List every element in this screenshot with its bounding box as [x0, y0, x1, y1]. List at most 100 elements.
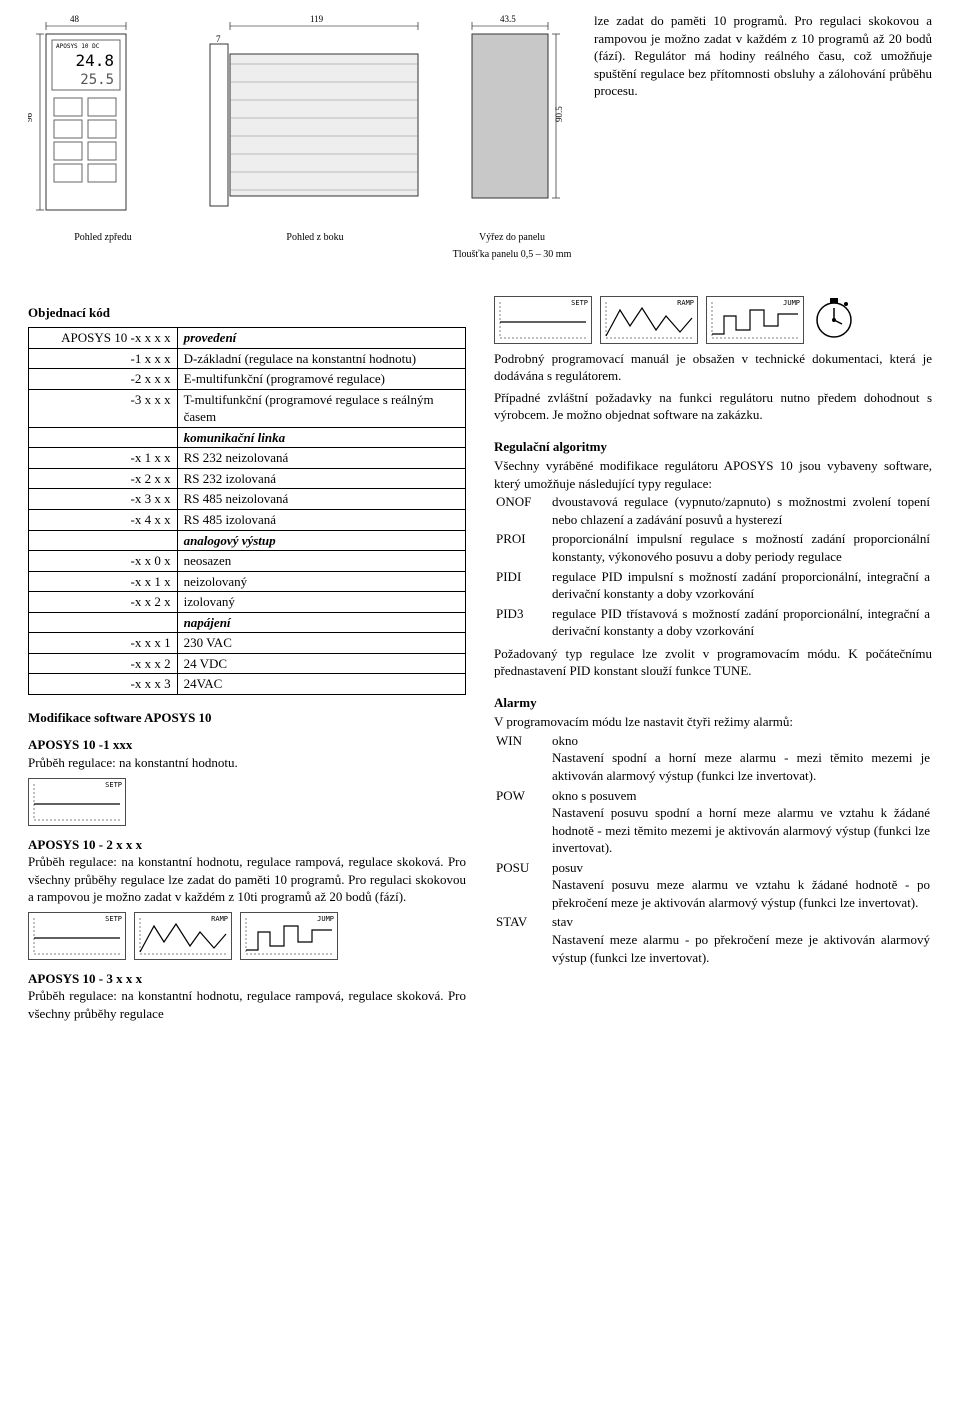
order-code-cell: -x x x 1: [29, 633, 178, 654]
order-desc-cell: D-základní (regulace na konstantní hodno…: [177, 348, 465, 369]
order-code-cell: [29, 427, 178, 448]
cut-view-svg: 43.5 90.5: [452, 12, 572, 222]
order-code-cell: -x x 0 x: [29, 551, 178, 572]
order-row: -2 x x xE-multifunkční (programové regul…: [29, 369, 466, 390]
alarm-table: WINoknoNastavení spodní a horní meze ala…: [494, 731, 932, 967]
reg-code: PIDI: [494, 567, 550, 604]
order-desc-cell: 24VAC: [177, 674, 465, 695]
order-desc-cell: RS 485 izolovaná: [177, 510, 465, 531]
order-desc-cell: napájení: [177, 612, 465, 633]
dim-height: 96: [28, 113, 34, 123]
order-row: -1 x x xD-základní (regulace na konstant…: [29, 348, 466, 369]
aposys-10-2-title: APOSYS 10 - 2 x x x: [28, 836, 466, 854]
order-row: -x 1 x xRS 232 neizolovaná: [29, 448, 466, 469]
svg-text:JUMP: JUMP: [783, 299, 800, 307]
order-row: -x 2 x xRS 232 izolovaná: [29, 468, 466, 489]
reg-alg-intro: Všechny vyráběné modifikace regulátoru A…: [494, 457, 932, 492]
alarm-row: STAVstavNastavení meze alarmu - po překr…: [494, 912, 932, 967]
order-desc-cell: RS 232 izolovaná: [177, 468, 465, 489]
wave-setp-top: SETP: [494, 296, 592, 344]
display-bottom: 25.5: [80, 72, 114, 88]
order-code-cell: -x x x 2: [29, 653, 178, 674]
reg-code: PROI: [494, 529, 550, 566]
order-code-cell: [29, 530, 178, 551]
order-row: APOSYS 10 -x x x xprovedení: [29, 328, 466, 349]
order-code-table: APOSYS 10 -x x x xprovedení-1 x x xD-zák…: [28, 327, 466, 695]
wave-setp-2: SETP: [28, 912, 126, 960]
order-row: -x x 2 xizolovaný: [29, 592, 466, 613]
order-code-cell: -x 4 x x: [29, 510, 178, 531]
order-row: -x x x 324VAC: [29, 674, 466, 695]
alarm-row: POWokno s posuvemNastavení posuvu spodní…: [494, 786, 932, 858]
aposys-10-2-text: Průběh regulace: na konstantní hodnotu, …: [28, 853, 466, 906]
dim-cut-w: 43.5: [500, 14, 516, 24]
alarm-desc: oknoNastavení spodní a horní meze alarmu…: [550, 731, 932, 786]
order-row: -x x x 224 VDC: [29, 653, 466, 674]
order-desc-cell: T-multifunkční (programové regulace s re…: [177, 389, 465, 427]
right-column: SETP RAMP JUMP Podrobný programovací man…: [494, 290, 932, 1023]
order-desc-cell: E-multifunkční (programové regulace): [177, 369, 465, 390]
order-row: napájení: [29, 612, 466, 633]
alarm-row: WINoknoNastavení spodní a horní meze ala…: [494, 731, 932, 786]
diagram-row: 48 96 APOSYS 10 DC 24.8 25.5 Pohled zpře…: [28, 12, 932, 262]
order-code-cell: -x x x 3: [29, 674, 178, 695]
display-top: 24.8: [75, 51, 114, 70]
order-row: analogový výstup: [29, 530, 466, 551]
alarm-row: POSUposuvNastavení posuvu meze alarmu ve…: [494, 858, 932, 913]
order-desc-cell: provedení: [177, 328, 465, 349]
wave-jump-1: JUMP: [240, 912, 338, 960]
dim-cut-h: 90.5: [554, 106, 564, 122]
order-desc-cell: analogový výstup: [177, 530, 465, 551]
alarm-code: WIN: [494, 731, 550, 786]
wave-ramp-top: RAMP: [600, 296, 698, 344]
order-code-cell: -x 1 x x: [29, 448, 178, 469]
reg-alg-table: ONOFdvoustavová regulace (vypnuto/zapnut…: [494, 492, 932, 640]
aposys-10-3-text: Průběh regulace: na konstantní hodnotu, …: [28, 987, 466, 1022]
right-p1: Podrobný programovací manuál je obsažen …: [494, 350, 932, 385]
front-view-svg: 48 96 APOSYS 10 DC 24.8 25.5: [28, 12, 178, 222]
order-code-cell: -x 3 x x: [29, 489, 178, 510]
right-p2: Případné zvláštní požadavky na funkci re…: [494, 389, 932, 424]
cut-view-caption: Výřez do panelu: [452, 231, 572, 245]
reg-desc: regulace PID impulsní s možností zadání …: [550, 567, 932, 604]
alarm-code: POW: [494, 786, 550, 858]
reg-code: ONOF: [494, 492, 550, 529]
front-view-block: 48 96 APOSYS 10 DC 24.8 25.5 Pohled zpře…: [28, 12, 178, 244]
order-code-title: Objednací kód: [28, 304, 466, 322]
alarm-intro: V programovacím módu lze nastavit čtyři …: [494, 713, 932, 731]
order-desc-cell: 230 VAC: [177, 633, 465, 654]
wave-jump-top: JUMP: [706, 296, 804, 344]
dim-depth: 119: [310, 14, 324, 24]
side-view-svg: 119 7: [200, 12, 430, 222]
order-row: -3 x x xT-multifunkční (programové regul…: [29, 389, 466, 427]
dim-front: 7: [216, 34, 221, 44]
order-row: -x x 0 xneosazen: [29, 551, 466, 572]
aposys-10-3-title: APOSYS 10 - 3 x x x: [28, 970, 466, 988]
order-row: -x x x 1230 VAC: [29, 633, 466, 654]
reg-code: PID3: [494, 604, 550, 641]
order-row: -x 3 x xRS 485 neizolovaná: [29, 489, 466, 510]
svg-text:SETP: SETP: [571, 299, 588, 307]
order-desc-cell: RS 232 neizolovaná: [177, 448, 465, 469]
alarm-desc: posuvNastavení posuvu meze alarmu ve vzt…: [550, 858, 932, 913]
intro-paragraph: lze zadat do paměti 10 programů. Pro reg…: [594, 12, 932, 100]
thickness-caption: Tloušťka panelu 0,5 – 30 mm: [452, 248, 572, 262]
front-view-caption: Pohled zpředu: [28, 231, 178, 245]
order-code-cell: -2 x x x: [29, 369, 178, 390]
reg-row: PROIproporcionální impulsní regulace s m…: [494, 529, 932, 566]
aposys-10-1-title: APOSYS 10 -1 xxx: [28, 736, 466, 754]
wave-ramp-1: RAMP: [134, 912, 232, 960]
order-code-cell: -x 2 x x: [29, 468, 178, 489]
order-row: komunikační linka: [29, 427, 466, 448]
alarm-desc: stavNastavení meze alarmu - po překročen…: [550, 912, 932, 967]
svg-text:SETP: SETP: [105, 915, 122, 923]
reg-desc: regulace PID třístavová s možností zadán…: [550, 604, 932, 641]
svg-text:RAMP: RAMP: [211, 915, 228, 923]
modif-title: Modifikace software APOSYS 10: [28, 709, 466, 727]
order-code-cell: APOSYS 10 -x x x x: [29, 328, 178, 349]
device-name: APOSYS 10 DC: [56, 43, 100, 50]
alarm-code: POSU: [494, 858, 550, 913]
left-column: Objednací kód APOSYS 10 -x x x xproveden…: [28, 290, 466, 1023]
order-desc-cell: neosazen: [177, 551, 465, 572]
side-view-caption: Pohled z boku: [200, 231, 430, 245]
